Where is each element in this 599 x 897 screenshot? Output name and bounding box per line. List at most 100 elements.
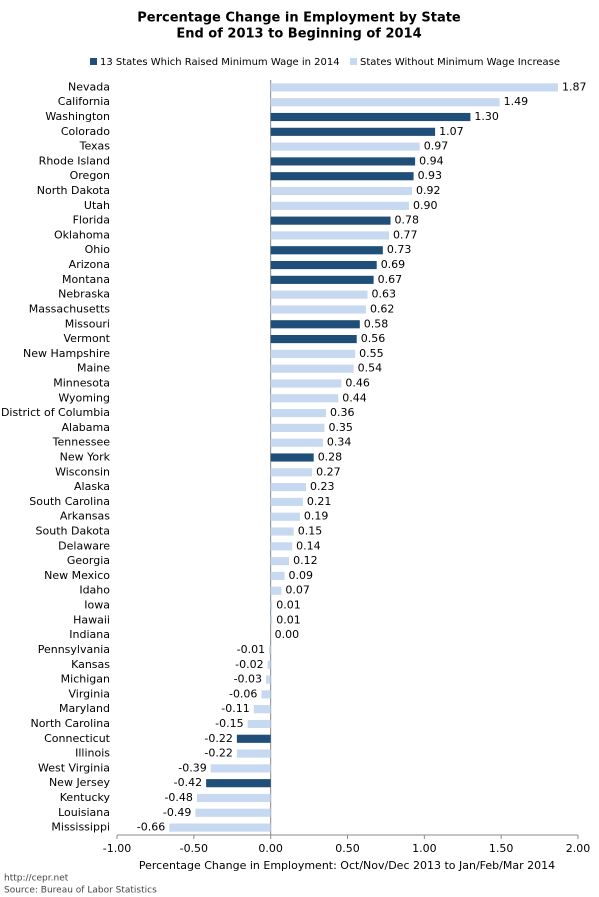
- value-label: 0.23: [310, 480, 335, 493]
- value-label: -0.06: [229, 687, 257, 700]
- bar: [236, 749, 271, 758]
- category-label: Michigan: [61, 673, 110, 686]
- category-label: Oregon: [70, 169, 110, 182]
- value-label: 0.19: [304, 510, 329, 523]
- bar: [270, 542, 293, 551]
- category-label: Indiana: [69, 628, 110, 641]
- bar: [270, 409, 326, 418]
- category-label: Kentucky: [60, 791, 111, 804]
- category-label: Georgia: [67, 554, 110, 567]
- value-label: -0.49: [163, 806, 191, 819]
- value-label: 0.36: [330, 406, 355, 419]
- value-label: 0.67: [378, 273, 403, 286]
- bar: [236, 734, 271, 743]
- bar: [270, 275, 374, 284]
- bar: [253, 705, 271, 714]
- bar: [270, 83, 559, 92]
- bar: [210, 764, 271, 773]
- value-label: -0.48: [164, 791, 192, 804]
- value-label: 0.92: [416, 184, 441, 197]
- value-label: 0.46: [345, 376, 370, 389]
- bar: [169, 823, 271, 832]
- category-label: Hawaii: [73, 613, 110, 626]
- category-label: Tennessee: [52, 436, 111, 449]
- category-label: Louisiana: [58, 806, 110, 819]
- bar: [270, 216, 391, 225]
- category-label: Idaho: [79, 584, 110, 597]
- bar: [270, 527, 294, 536]
- value-label: -0.22: [204, 732, 232, 745]
- category-label: Kansas: [71, 658, 110, 671]
- category-label: Arkansas: [60, 510, 110, 523]
- bar: [270, 98, 500, 107]
- value-label: -0.02: [235, 658, 263, 671]
- category-label: North Carolina: [30, 717, 110, 730]
- bar: [270, 601, 273, 610]
- category-label: Pennsylvania: [38, 643, 110, 656]
- value-label: 0.00: [275, 628, 300, 641]
- category-label: New Jersey: [49, 776, 111, 789]
- legend-swatch: [350, 58, 357, 65]
- category-label: Colorado: [61, 125, 110, 138]
- bar: [270, 557, 290, 566]
- bar: [270, 142, 420, 151]
- value-label: 0.44: [342, 391, 367, 404]
- bar: [270, 394, 339, 403]
- category-label: Nebraska: [58, 288, 110, 301]
- value-label: 0.09: [288, 569, 313, 582]
- bar: [267, 660, 271, 669]
- category-label: Utah: [84, 199, 110, 212]
- chart-title: Percentage Change in Employment by State: [137, 11, 461, 26]
- value-label: 0.78: [395, 214, 420, 227]
- bar: [195, 808, 271, 817]
- value-label: -0.11: [221, 702, 249, 715]
- value-label: -0.66: [137, 821, 165, 834]
- category-label: West Virginia: [38, 761, 110, 774]
- bar: [270, 201, 409, 210]
- value-label: -0.22: [204, 747, 232, 760]
- category-label: Arizona: [69, 258, 110, 271]
- value-label: -0.01: [237, 643, 265, 656]
- value-label: 0.62: [370, 302, 395, 315]
- value-label: 0.21: [307, 495, 332, 508]
- value-label: 0.34: [327, 436, 352, 449]
- category-label: Oklahoma: [54, 228, 110, 241]
- value-label: 0.93: [418, 169, 443, 182]
- bar: [270, 186, 413, 196]
- bar: [270, 364, 354, 373]
- bar: [270, 468, 313, 477]
- value-label: -0.42: [174, 776, 202, 789]
- bar: [270, 290, 368, 299]
- category-label: Vermont: [64, 332, 111, 345]
- value-label: 0.12: [293, 554, 318, 567]
- value-label: 0.28: [318, 451, 343, 464]
- value-label: 0.77: [393, 228, 418, 241]
- footer-url: http://cepr.net: [4, 874, 69, 884]
- value-label: 0.35: [328, 421, 353, 434]
- bar: [266, 675, 271, 684]
- value-label: 0.90: [413, 199, 438, 212]
- category-label: Wyoming: [58, 391, 110, 404]
- bar: [270, 127, 436, 136]
- category-label: District of Columbia: [1, 406, 110, 419]
- value-label: 0.14: [296, 539, 321, 552]
- x-tick-label: 2.00: [566, 842, 591, 855]
- bar: [270, 571, 285, 581]
- category-label: New Hampshire: [23, 347, 110, 360]
- category-label: Connecticut: [44, 732, 111, 745]
- category-label: New York: [60, 451, 111, 464]
- value-label: 0.01: [276, 613, 301, 626]
- category-label: Maine: [77, 362, 110, 375]
- value-label: 0.97: [424, 140, 449, 153]
- bar: [196, 793, 271, 803]
- value-label: 1.49: [504, 95, 529, 108]
- x-tick-label: 0.00: [258, 842, 283, 855]
- value-label: 0.69: [381, 258, 406, 271]
- category-label: Rhode Island: [39, 154, 110, 167]
- bar: [206, 779, 271, 788]
- value-label: 0.54: [358, 362, 383, 375]
- legend-label: States Without Minimum Wage Increase: [360, 57, 560, 68]
- value-label: 0.58: [364, 317, 389, 330]
- bar: [270, 172, 414, 181]
